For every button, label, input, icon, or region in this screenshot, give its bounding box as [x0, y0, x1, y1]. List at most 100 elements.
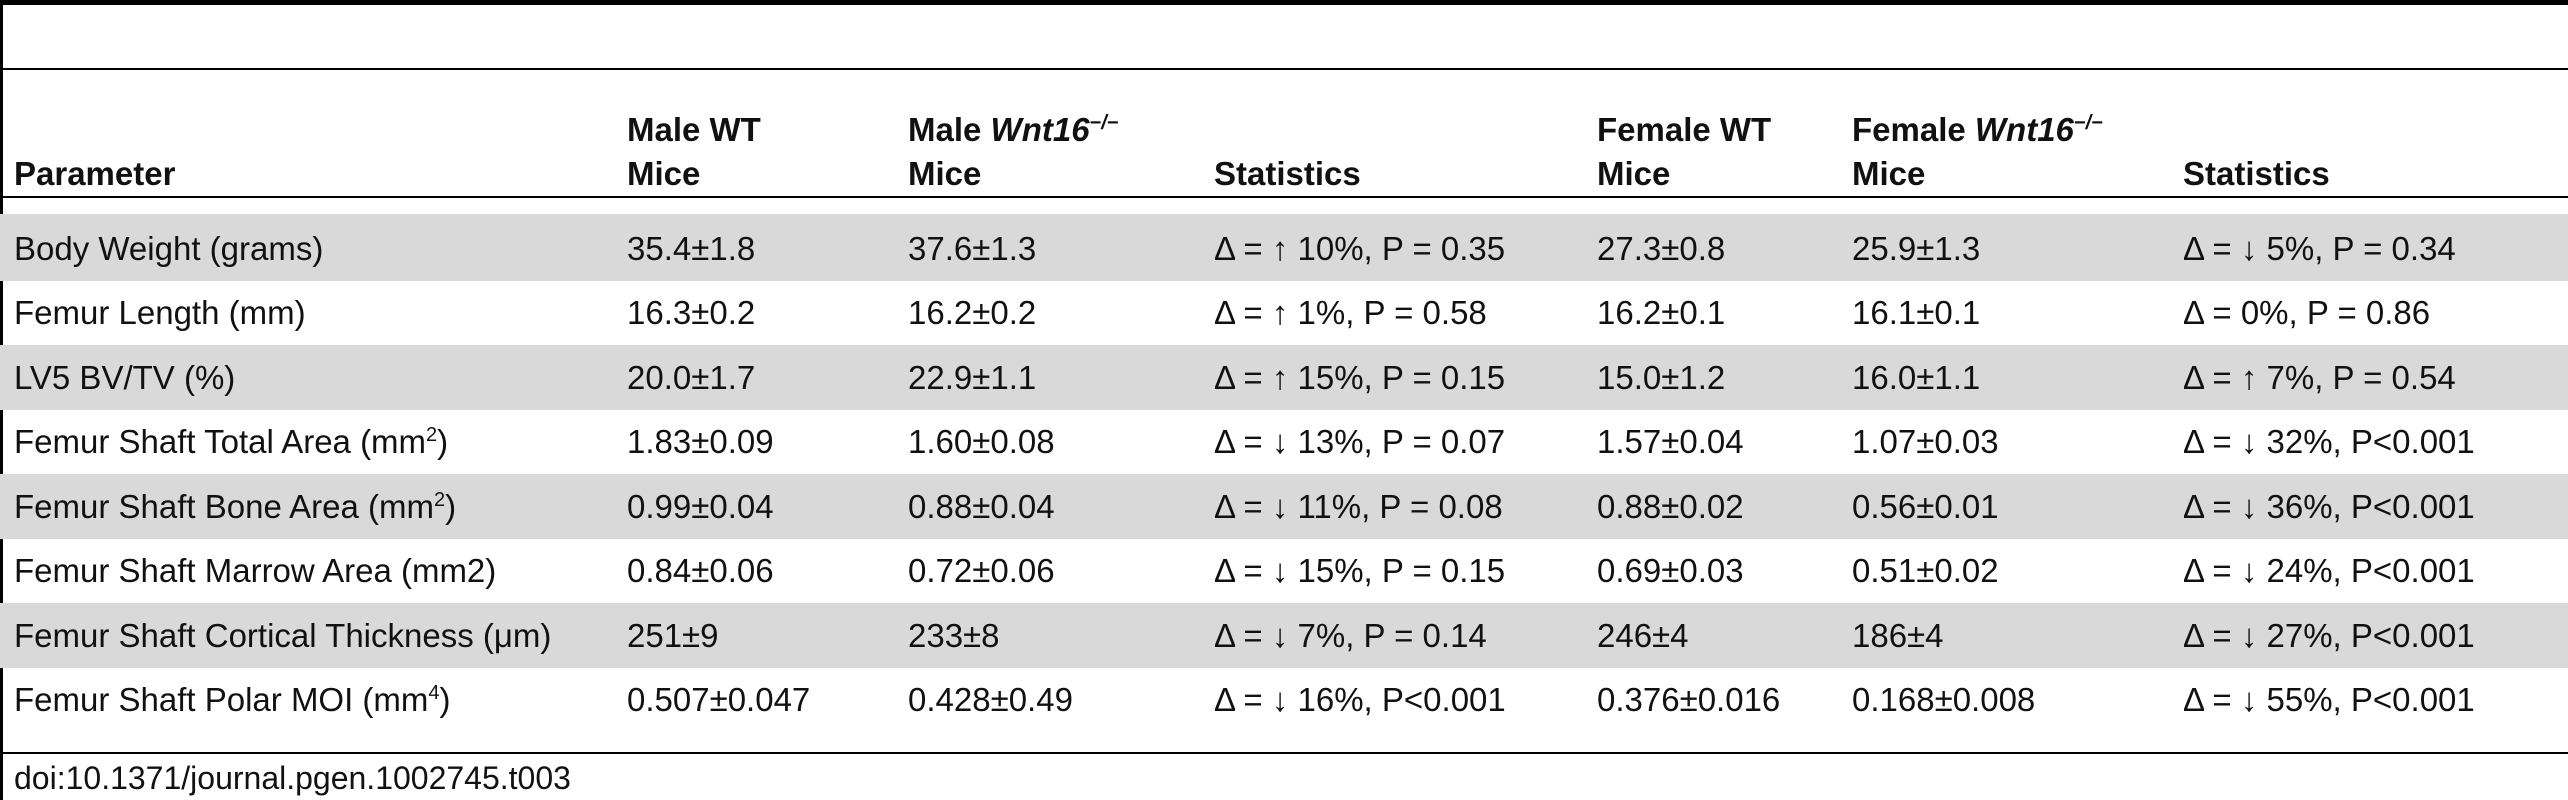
table-row: LV5 BV/TV (%) 20.0±1.7 22.9±1.1 Δ = ↑ 15…: [0, 345, 2568, 410]
cell-female-wt: 0.88±0.02: [1583, 474, 1838, 539]
header-prefix: Male: [908, 111, 991, 148]
cell-male-wt: 0.507±0.047: [627, 681, 811, 719]
header-line1: Male Wnt16−/−: [908, 108, 1200, 152]
header-parameter: Parameter: [0, 70, 613, 214]
header-bottom-rule: [0, 196, 2568, 198]
parameter-text: Body Weight (grams): [14, 229, 324, 267]
parameter-text: Femur Shaft Cortical Thickness (μm): [14, 616, 552, 654]
parameter-text: Femur Shaft Total Area (mm: [14, 423, 427, 461]
cell-female-ko: 186±4: [1838, 603, 2169, 668]
header-male-ko: Male Wnt16−/− Mice: [894, 70, 1200, 214]
cell-female-stats: Δ = ↓ 36%, P<0.001: [2169, 474, 2568, 539]
table-bottom-rule: [0, 752, 2568, 754]
header-prefix: Female: [1852, 111, 1975, 148]
parameter-suffix: ): [445, 487, 457, 525]
cell-male-ko: 0.72±0.06: [908, 552, 1055, 590]
data-table: Parameter Male WT Mice Male Wnt16−/− Mic…: [0, 70, 2568, 732]
cell-male-stats: Δ = ↓ 16%, P<0.001: [1214, 681, 1506, 719]
cell-male-ko: 37.6±1.3: [894, 214, 1200, 281]
header-row: Parameter Male WT Mice Male Wnt16−/− Mic…: [0, 70, 2568, 214]
cell-parameter: Femur Shaft Bone Area (mm2): [0, 474, 613, 539]
doi-footer: doi:10.1371/journal.pgen.1002745.t003: [14, 760, 571, 796]
header-female-ko: Female Wnt16−/− Mice: [1838, 70, 2169, 214]
header-line2: Parameter: [14, 155, 176, 192]
header-line2: Mice: [1852, 155, 1926, 192]
cell-male-stats: Δ = ↓ 7%, P = 0.14: [1200, 603, 1583, 668]
header-male-stats: Statistics: [1200, 70, 1583, 214]
table-row: Femur Shaft Total Area (mm2) 1.83±0.09 1…: [0, 410, 2568, 475]
top-rule: [0, 0, 2568, 5]
cell-female-stats: Δ = ↓ 32%, P<0.001: [2183, 423, 2475, 461]
header-genotype-sup: −/−: [1089, 112, 1119, 134]
cell-parameter: Femur Shaft Cortical Thickness (μm): [0, 603, 613, 668]
cell-male-ko: 0.88±0.04: [894, 474, 1200, 539]
cell-female-wt: 0.69±0.03: [1597, 552, 1744, 590]
cell-male-stats: Δ = ↑ 10%, P = 0.35: [1200, 214, 1583, 281]
cell-male-wt: 16.3±0.2: [627, 294, 756, 332]
header-line1: Male WT: [627, 111, 761, 148]
cell-male-wt: 0.84±0.06: [627, 552, 774, 590]
header-top-rule: [0, 68, 2568, 70]
cell-female-ko: 1.07±0.03: [1852, 423, 1999, 461]
cell-female-stats: Δ = 0%, P = 0.86: [2183, 294, 2431, 332]
header-line2: Mice: [908, 155, 982, 192]
cell-parameter: Femur Shaft Polar MOI (mm4): [0, 668, 613, 733]
parameter-suffix: ): [439, 681, 451, 719]
cell-male-ko: 16.2±0.2: [908, 294, 1037, 332]
parameter-text: Femur Shaft Marrow Area (mm2): [14, 552, 497, 590]
header-line1: Female WT: [1597, 111, 1772, 148]
table-row: Body Weight (grams) 35.4±1.8 37.6±1.3 Δ …: [0, 214, 2568, 281]
header-gene: Wnt16: [990, 111, 1090, 148]
parameter-text: Femur Shaft Polar MOI (mm: [14, 681, 429, 719]
header-line1: Female Wnt16−/−: [1852, 108, 2169, 152]
cell-male-wt: 251±9: [613, 603, 894, 668]
table-row: Femur Shaft Marrow Area (mm2) 0.84±0.06 …: [0, 539, 2568, 604]
cell-parameter: Femur Shaft Marrow Area (mm2): [0, 539, 613, 604]
cell-female-wt: 1.57±0.04: [1597, 423, 1744, 461]
cell-female-stats: Δ = ↓ 24%, P<0.001: [2183, 552, 2475, 590]
cell-male-ko: 1.60±0.08: [908, 423, 1055, 461]
header-genotype-sup: −/−: [2073, 112, 2103, 134]
header-female-stats: Statistics: [2169, 70, 2568, 214]
cell-female-ko: 0.168±0.008: [1852, 681, 2036, 719]
cell-male-ko: 0.428±0.49: [908, 681, 1073, 719]
cell-male-stats: Δ = ↓ 13%, P = 0.07: [1214, 423, 1506, 461]
header-line2: Mice: [627, 155, 701, 192]
cell-male-stats: Δ = ↓ 15%, P = 0.15: [1214, 552, 1506, 590]
parameter-sup: 2: [426, 424, 438, 447]
table-row: Femur Shaft Cortical Thickness (μm) 251±…: [0, 603, 2568, 668]
parameter-text: Femur Length (mm): [14, 294, 306, 332]
header-male-wt: Male WT Mice: [613, 70, 894, 214]
table-row: Femur Shaft Bone Area (mm2) 0.99±0.04 0.…: [0, 474, 2568, 539]
cell-female-ko: 16.1±0.1: [1852, 294, 1981, 332]
cell-male-ko: 233±8: [894, 603, 1200, 668]
cell-female-wt: 27.3±0.8: [1583, 214, 1838, 281]
cell-female-ko: 25.9±1.3: [1838, 214, 2169, 281]
header-gene: Wnt16: [1974, 111, 2074, 148]
cell-female-stats: Δ = ↑ 7%, P = 0.54: [2169, 345, 2568, 410]
cell-female-wt: 15.0±1.2: [1583, 345, 1838, 410]
cell-male-stats: Δ = ↑ 1%, P = 0.58: [1214, 294, 1487, 332]
header-female-wt: Female WT Mice: [1583, 70, 1838, 214]
cell-male-wt: 1.83±0.09: [627, 423, 774, 461]
header-line2: Statistics: [2183, 155, 2330, 192]
cell-male-ko: 22.9±1.1: [894, 345, 1200, 410]
cell-parameter: Femur Shaft Total Area (mm2): [0, 410, 613, 475]
header-line2: Statistics: [1214, 155, 1361, 192]
cell-female-stats: Δ = ↓ 5%, P = 0.34: [2169, 214, 2568, 281]
cell-female-ko: 16.0±1.1: [1838, 345, 2169, 410]
table-row: Femur Length (mm) 16.3±0.2 16.2±0.2 Δ = …: [0, 281, 2568, 346]
cell-female-wt: 246±4: [1583, 603, 1838, 668]
cell-male-stats: Δ = ↑ 15%, P = 0.15: [1200, 345, 1583, 410]
cell-female-ko: 0.56±0.01: [1838, 474, 2169, 539]
cell-parameter: Femur Length (mm): [0, 281, 613, 346]
table-header: Parameter Male WT Mice Male Wnt16−/− Mic…: [0, 70, 2568, 214]
cell-female-stats: Δ = ↓ 27%, P<0.001: [2169, 603, 2568, 668]
cell-female-ko: 0.51±0.02: [1852, 552, 1999, 590]
header-line2: Mice: [1597, 155, 1671, 192]
parameter-sup: 4: [428, 682, 440, 705]
table-row: Femur Shaft Polar MOI (mm4) 0.507±0.047 …: [0, 668, 2568, 733]
cell-male-wt: 35.4±1.8: [613, 214, 894, 281]
cell-male-stats: Δ = ↓ 11%, P = 0.08: [1200, 474, 1583, 539]
cell-parameter: LV5 BV/TV (%): [0, 345, 613, 410]
